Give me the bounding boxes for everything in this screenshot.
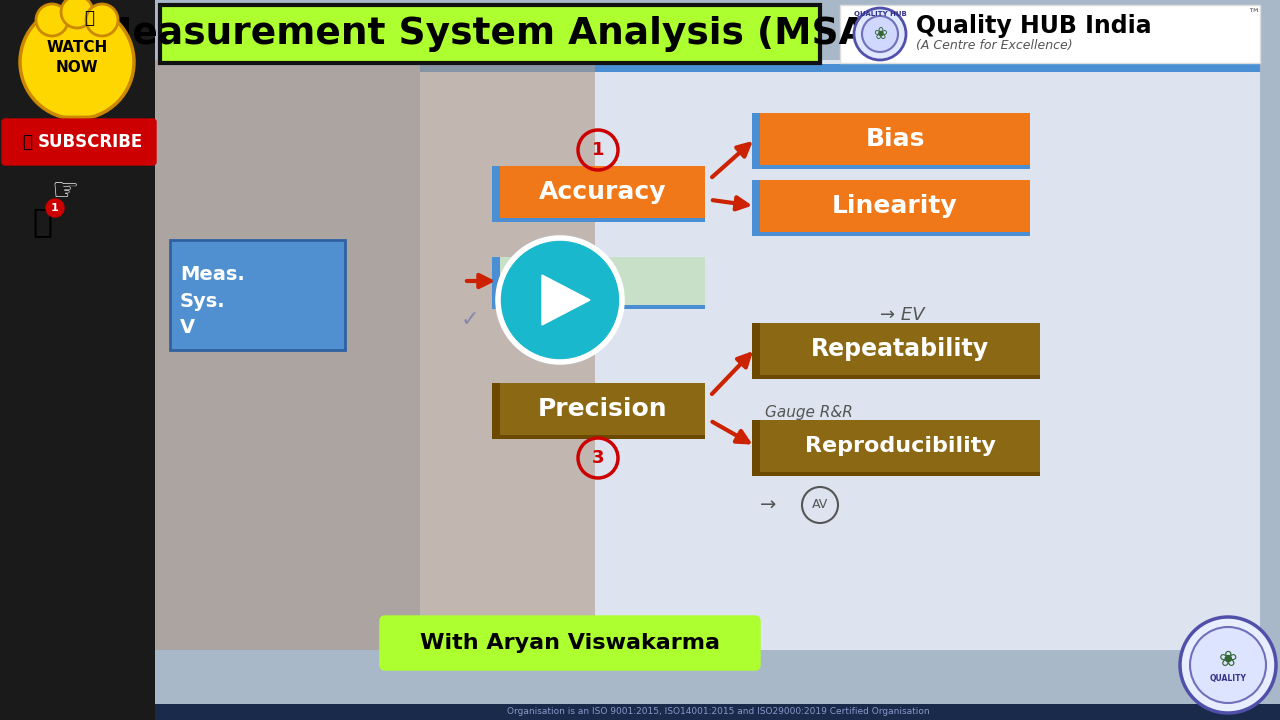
FancyBboxPatch shape [753,323,1039,379]
FancyBboxPatch shape [420,60,1260,650]
FancyBboxPatch shape [492,383,705,439]
Text: ❀: ❀ [873,25,887,43]
Circle shape [1180,617,1276,713]
FancyBboxPatch shape [155,704,1280,720]
Text: Repeatability: Repeatability [812,337,989,361]
Text: With Aryan Viswakarma: With Aryan Viswakarma [420,633,719,653]
Circle shape [36,4,68,36]
Text: WATCH: WATCH [46,40,108,55]
Text: SUBSCRIBE: SUBSCRIBE [37,133,142,151]
Text: Gauge R&R: Gauge R&R [765,405,852,420]
Text: 1: 1 [591,141,604,159]
FancyBboxPatch shape [492,166,705,222]
FancyBboxPatch shape [500,166,705,218]
FancyBboxPatch shape [160,5,820,63]
Text: Quality HUB India: Quality HUB India [916,14,1152,38]
FancyBboxPatch shape [760,180,1030,232]
Text: Precision: Precision [538,397,667,421]
Text: Meas.: Meas. [180,265,244,284]
Polygon shape [541,275,590,325]
Text: AV: AV [812,498,828,511]
Text: (A Centre for Excellence): (A Centre for Excellence) [916,40,1073,53]
FancyBboxPatch shape [500,257,705,305]
Text: → EV: → EV [881,306,924,324]
FancyBboxPatch shape [760,420,1039,472]
Circle shape [854,8,906,60]
FancyBboxPatch shape [420,64,1260,72]
Circle shape [61,0,93,28]
Text: Organisation is an ISO 9001:2015, ISO14001:2015 and ISO29000:2019 Certified Orga: Organisation is an ISO 9001:2015, ISO140… [507,708,929,716]
Text: ❀: ❀ [1219,650,1238,670]
FancyBboxPatch shape [0,0,155,720]
Text: ✓: ✓ [461,310,479,330]
Text: 🔔: 🔔 [22,133,32,151]
FancyBboxPatch shape [753,420,1039,476]
Text: NOW: NOW [56,60,99,74]
Text: ™: ™ [1247,7,1260,20]
FancyBboxPatch shape [492,257,705,309]
Circle shape [20,5,134,119]
FancyBboxPatch shape [3,119,156,165]
FancyBboxPatch shape [155,60,595,650]
Polygon shape [65,117,90,132]
Circle shape [498,238,622,362]
Text: Accuracy: Accuracy [539,180,667,204]
Text: Bias: Bias [865,127,924,151]
Circle shape [1190,627,1266,703]
Text: Linearity: Linearity [832,194,957,218]
Text: Measurement System Analysis (MSA): Measurement System Analysis (MSA) [95,16,884,52]
FancyBboxPatch shape [500,383,705,435]
Circle shape [46,199,64,217]
Text: 3: 3 [591,449,604,467]
Circle shape [861,16,899,52]
Text: QUALITY HUB: QUALITY HUB [854,11,906,17]
Text: →: → [760,495,777,515]
Text: ☞: ☞ [51,178,78,207]
Text: 📢: 📢 [84,9,93,27]
Text: Reproducibility: Reproducibility [805,436,996,456]
FancyBboxPatch shape [840,5,1260,63]
FancyBboxPatch shape [753,113,1030,169]
Text: 1: 1 [51,203,59,213]
FancyBboxPatch shape [760,323,1039,375]
FancyBboxPatch shape [170,240,346,350]
Text: V: V [180,318,195,337]
Text: QUALITY: QUALITY [1210,675,1247,683]
FancyBboxPatch shape [380,616,760,670]
FancyBboxPatch shape [760,113,1030,165]
Text: Sys.: Sys. [180,292,225,311]
Text: ity: ity [585,269,620,293]
FancyBboxPatch shape [155,0,1280,720]
FancyBboxPatch shape [753,180,1030,236]
Text: 🔔: 🔔 [32,205,52,238]
Circle shape [86,4,118,36]
